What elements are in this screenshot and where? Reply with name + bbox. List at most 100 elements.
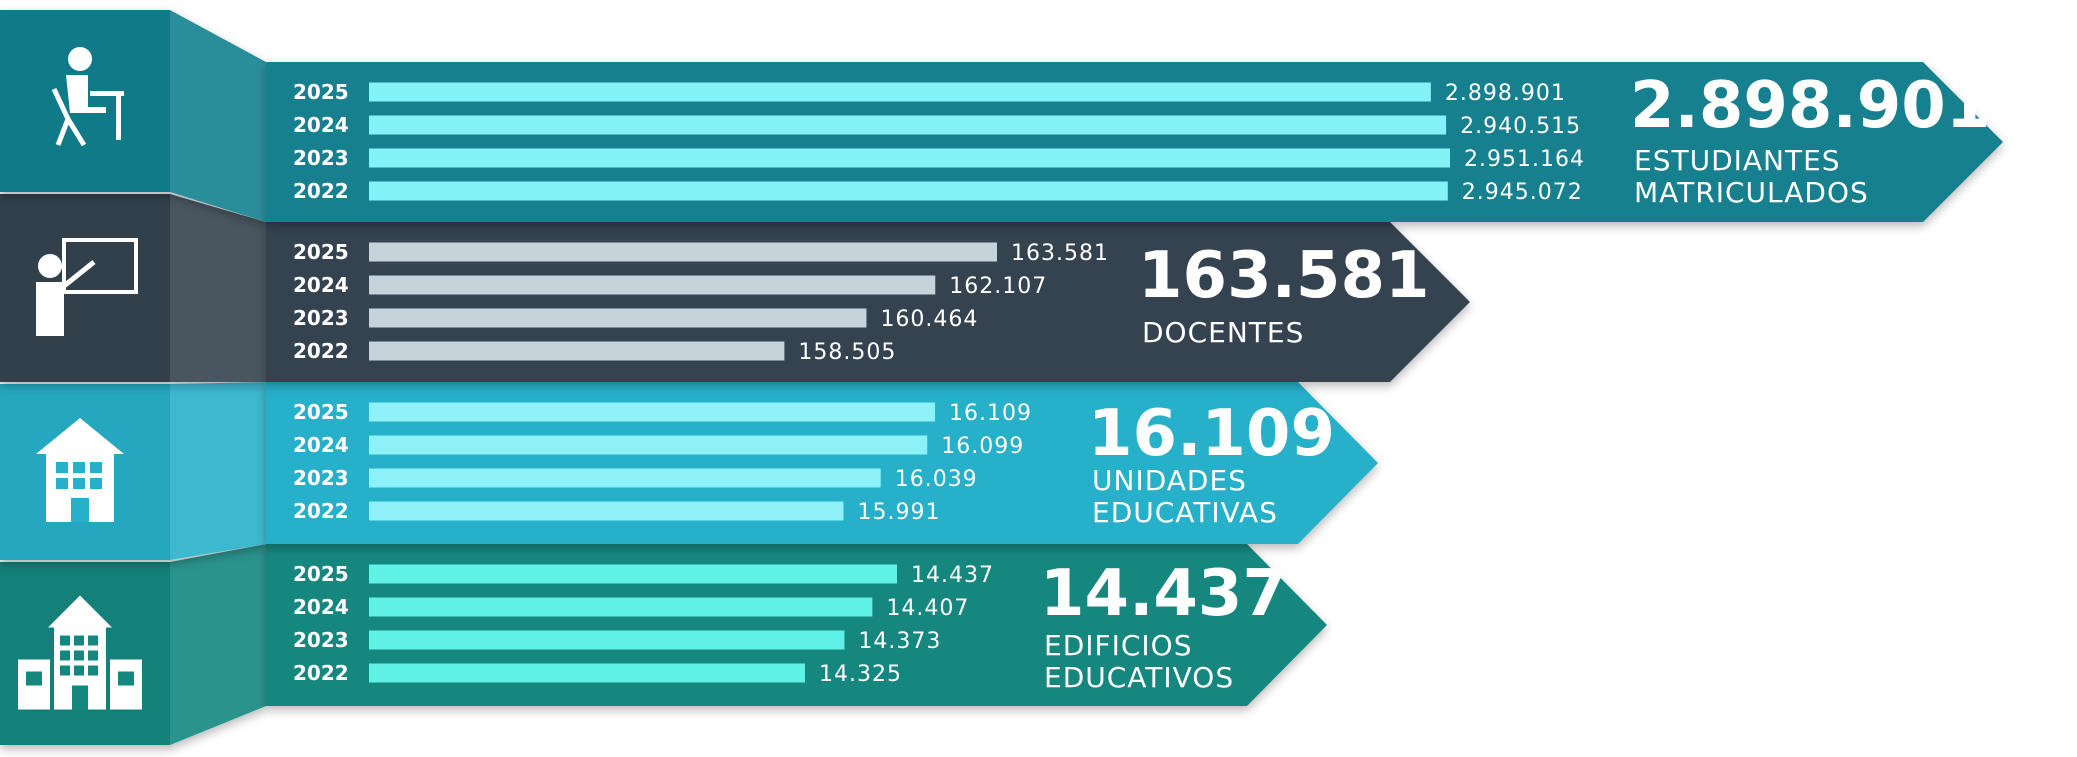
bar-value-label: 15.991	[857, 500, 940, 525]
bar-value-label: 2.945.072	[1462, 180, 1583, 205]
chart-bands: 2025 14.437 2024 14.407 2023 14.373 2022 14.325…	[0, 10, 2003, 745]
window	[88, 665, 98, 676]
window	[73, 478, 85, 489]
window	[60, 650, 70, 661]
bar	[369, 82, 1431, 102]
headline-label: DOCENTES	[1142, 316, 1304, 349]
bar-value-label: 14.325	[819, 662, 902, 687]
bar	[369, 181, 1448, 201]
headline-label: EDIFICIOS	[1044, 629, 1193, 662]
icon-panel	[0, 382, 266, 560]
bar	[369, 564, 897, 584]
bar	[369, 341, 785, 361]
bar	[369, 435, 928, 455]
bar	[369, 597, 873, 617]
year-label: 2025	[293, 240, 349, 264]
bar-value-label: 163.581	[1011, 241, 1109, 266]
bar	[369, 501, 844, 521]
icon-panel-face	[0, 194, 170, 382]
year-label: 2025	[293, 562, 349, 586]
bar-value-label: 14.407	[886, 596, 969, 621]
band-3: 2025 14.437 2024 14.407 2023 14.373 2022 14.325…	[0, 544, 1327, 745]
student-head	[68, 47, 92, 71]
roof	[48, 595, 112, 628]
band-2: 2025 16.109 2024 16.099 2023 16.039 2022 15.991…	[0, 382, 1378, 560]
wing-window	[26, 671, 42, 686]
bar-value-label: 14.373	[858, 629, 941, 654]
year-label: 2024	[293, 433, 349, 457]
headline-label: UNIDADES	[1092, 464, 1247, 497]
bar-value-label: 2.940.515	[1460, 114, 1581, 139]
bar	[369, 115, 1447, 135]
band-0: 2025 2.898.901 2024 2.940.515 2023 2.951.164 2…	[0, 10, 2003, 222]
headline-label: EDUCATIVOS	[1044, 661, 1234, 694]
bar	[369, 242, 997, 262]
headline-label: ESTUDIANTES	[1634, 144, 1841, 177]
student-body	[66, 75, 106, 113]
icon-panel	[0, 10, 266, 222]
school-campus-icon	[18, 595, 142, 710]
bar-value-label: 160.464	[880, 307, 978, 332]
desk-leg	[116, 96, 121, 140]
headline-label: EDUCATIVAS	[1092, 496, 1278, 529]
window	[60, 635, 70, 646]
door	[72, 685, 88, 710]
headline-value: 163.581	[1138, 239, 1430, 313]
icon-panel	[0, 544, 266, 745]
year-label: 2022	[293, 179, 349, 203]
teacher-head	[38, 254, 62, 278]
headline-value: 16.109	[1088, 397, 1335, 471]
window	[74, 665, 84, 676]
bar	[369, 402, 935, 422]
bar	[369, 663, 805, 683]
bar	[369, 468, 881, 488]
window	[90, 462, 102, 473]
year-label: 2022	[293, 499, 349, 523]
window	[88, 650, 98, 661]
roof	[36, 418, 124, 454]
wing-window	[118, 671, 134, 686]
headline-label: MATRICULADOS	[1634, 176, 1869, 209]
bar	[369, 630, 845, 650]
window	[60, 665, 70, 676]
window	[90, 478, 102, 489]
bar-value-label: 16.109	[949, 401, 1032, 426]
window	[56, 462, 68, 473]
door	[71, 498, 89, 522]
year-label: 2023	[293, 628, 349, 652]
window	[74, 635, 84, 646]
bar-value-label: 2.898.901	[1445, 81, 1566, 106]
year-label: 2023	[293, 466, 349, 490]
bar-value-label: 16.039	[895, 467, 978, 492]
bar	[369, 275, 936, 295]
year-label: 2024	[293, 595, 349, 619]
bar-value-label: 16.099	[941, 434, 1024, 459]
year-label: 2025	[293, 400, 349, 424]
school-building-icon	[36, 418, 124, 522]
year-label: 2023	[293, 306, 349, 330]
window	[56, 478, 68, 489]
pointer	[62, 260, 96, 288]
year-label: 2024	[293, 113, 349, 137]
year-label: 2025	[293, 80, 349, 104]
year-label: 2022	[293, 661, 349, 685]
year-label: 2022	[293, 339, 349, 363]
bar-value-label: 2.951.164	[1464, 147, 1585, 172]
bar-value-label: 162.107	[949, 274, 1047, 299]
bar-value-label: 158.505	[798, 340, 896, 365]
bar-value-label: 14.437	[911, 563, 994, 588]
chair	[51, 87, 87, 147]
icon-panel	[0, 194, 266, 382]
window	[88, 635, 98, 646]
band-1: 2025 163.581 2024 162.107 2023 160.464 2022 158…	[0, 194, 1470, 382]
teacher-body	[36, 282, 64, 336]
teacher-at-board-icon	[36, 238, 138, 336]
year-label: 2023	[293, 146, 349, 170]
board	[62, 238, 138, 294]
window	[74, 650, 84, 661]
headline-value: 2.898.901	[1630, 69, 1990, 143]
student-at-desk-icon	[51, 47, 124, 147]
bar	[369, 148, 1450, 168]
year-label: 2024	[293, 273, 349, 297]
